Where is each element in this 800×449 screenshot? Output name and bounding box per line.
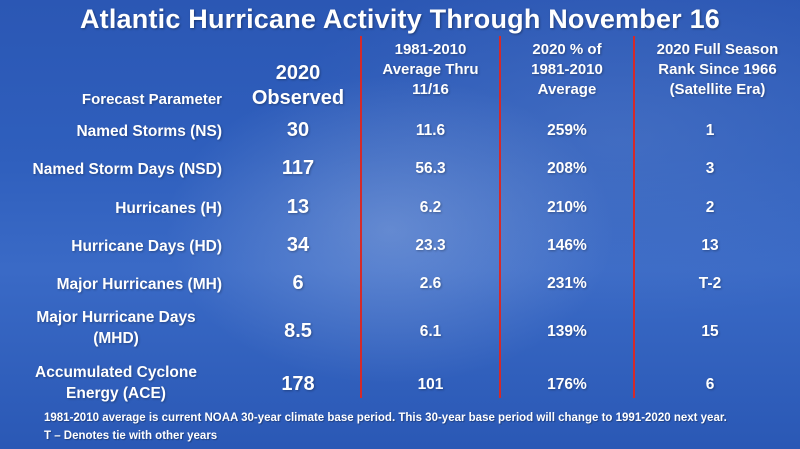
column-divider	[633, 36, 635, 398]
row-param: Accumulated Cyclone Energy (ACE)	[0, 362, 232, 404]
row-param-line: Major Hurricane Days	[36, 309, 196, 326]
header-average-line: 11/16	[412, 81, 449, 98]
rank-value: 2	[705, 199, 715, 216]
observed-value: 30	[286, 119, 310, 141]
header-rank: 2020 Full Season Rank Since 1966 (Satell…	[635, 40, 800, 100]
observed-value: 8.5	[284, 320, 312, 342]
header-pct-line: 2020 % of	[532, 41, 602, 58]
rank-value: 3	[705, 160, 715, 177]
rank-value: 6	[705, 376, 715, 393]
rank-value: T-2	[698, 275, 722, 292]
average-value: 101	[417, 376, 444, 393]
header-average: 1981-2010 Average Thru 11/16	[362, 40, 499, 100]
row-param: Major Hurricane Days (MHD)	[0, 307, 232, 349]
footnote-base-period: 1981-2010 average is current NOAA 30-yea…	[44, 412, 727, 424]
header-rank-line: Rank Since 1966	[658, 61, 777, 78]
row-param: Hurricanes (H)	[0, 198, 222, 219]
row-param-line: Named Storm Days (NSD)	[32, 161, 223, 178]
row-param-line: Hurricanes (H)	[115, 200, 222, 217]
column-divider	[360, 36, 362, 398]
row-param: Named Storms (NS)	[0, 121, 222, 142]
header-pct-line: 1981-2010	[531, 61, 603, 78]
observed-value: 13	[286, 196, 310, 218]
observed-value: 34	[286, 234, 310, 256]
observed-value: 117	[281, 157, 315, 179]
header-pct: 2020 % of 1981-2010 Average	[501, 40, 633, 100]
header-observed: 2020 Observed	[238, 61, 358, 111]
page-title: Atlantic Hurricane Activity Through Nove…	[79, 4, 721, 34]
pct-value: 139%	[547, 323, 587, 340]
average-value: 6.1	[419, 323, 442, 340]
pct-value: 259%	[547, 122, 587, 139]
rank-value: 1	[705, 122, 715, 139]
rank-value: 15	[701, 323, 719, 340]
pct-value: 231%	[547, 275, 587, 292]
row-param: Named Storm Days (NSD)	[0, 159, 223, 180]
header-average-line: Average Thru	[382, 61, 479, 78]
row-param-line: Energy (ACE)	[66, 385, 166, 402]
row-param-line: Major Hurricanes (MH)	[56, 276, 222, 293]
observed-value: 178	[281, 373, 315, 395]
header-rank-line: 2020 Full Season	[656, 41, 779, 58]
column-divider	[499, 36, 501, 398]
row-param: Major Hurricanes (MH)	[0, 274, 222, 295]
average-value: 6.2	[419, 199, 442, 216]
pct-value: 210%	[547, 199, 587, 216]
header-param: Forecast Parameter	[81, 91, 222, 108]
average-value: 23.3	[415, 237, 446, 254]
average-value: 56.3	[415, 160, 446, 177]
header-pct-line: Average	[537, 81, 597, 98]
header-observed-line: 2020	[275, 62, 321, 84]
row-param-line: (MHD)	[93, 330, 139, 347]
pct-value: 208%	[547, 160, 587, 177]
row-param-line: Accumulated Cyclone	[35, 364, 197, 381]
pct-value: 176%	[547, 376, 587, 393]
row-param-line: Hurricane Days (HD)	[71, 238, 222, 255]
header-observed-line: Observed	[251, 87, 345, 109]
row-param: Hurricane Days (HD)	[0, 236, 222, 257]
observed-value: 6	[292, 272, 304, 294]
average-value: 11.6	[415, 122, 446, 139]
rank-value: 13	[701, 237, 719, 254]
row-param-line: Named Storms (NS)	[76, 123, 222, 140]
header-average-line: 1981-2010	[394, 41, 467, 58]
pct-value: 146%	[547, 237, 587, 254]
footnote-tie: T – Denotes tie with other years	[44, 430, 218, 442]
header-rank-line: (Satellite Era)	[669, 81, 766, 98]
average-value: 2.6	[419, 275, 442, 292]
